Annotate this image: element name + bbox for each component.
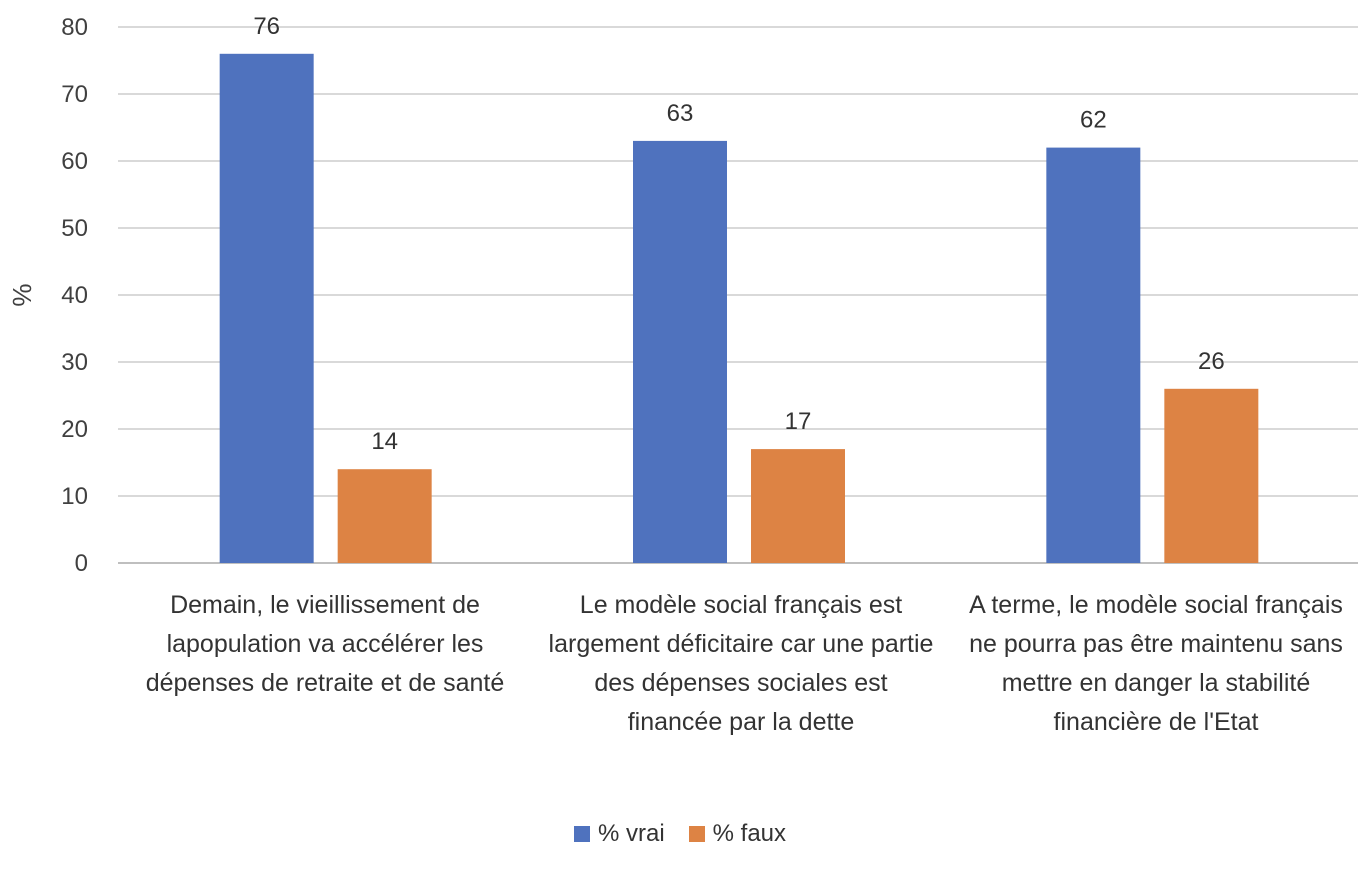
category-label-1: Demain, le vieillissement de lapopulatio… <box>145 591 505 697</box>
data-label-vrai-3: 62 <box>1080 107 1107 134</box>
y-axis-label: % <box>7 283 37 306</box>
y-tick-label-20: 20 <box>61 416 88 443</box>
bar-vrai-2 <box>633 140 727 563</box>
category-label-2: Le modèle social français est largement … <box>548 591 934 736</box>
legend-swatch-vrai <box>573 826 590 842</box>
legend-label-faux: % faux <box>712 820 787 847</box>
y-tick-label-50: 50 <box>61 215 88 242</box>
legend-swatch-faux <box>688 826 705 842</box>
y-tick-label-80: 80 <box>61 14 88 41</box>
data-label-vrai-2: 63 <box>667 100 694 127</box>
category-label-3: A terme, le modèle social français ne po… <box>969 591 1343 736</box>
bar-faux-2 <box>751 449 845 563</box>
y-tick-label-70: 70 <box>61 81 88 108</box>
bar-faux-1 <box>337 469 432 563</box>
data-label-faux-3: 26 <box>1198 348 1225 375</box>
bar-faux-3 <box>1164 388 1259 563</box>
legend-item-vrai: % vrai <box>573 820 665 848</box>
bar-vrai-3 <box>1046 147 1141 563</box>
bar-vrai-1 <box>219 53 314 564</box>
y-tick-label-30: 30 <box>61 349 88 376</box>
y-tick-label-10: 10 <box>61 483 88 510</box>
legend: % vrai % faux <box>0 814 1360 854</box>
data-label-vrai-1: 76 <box>253 13 280 40</box>
legend-label-vrai: % vrai <box>597 820 665 847</box>
y-tick-label-40: 40 <box>61 282 88 309</box>
y-tick-label-60: 60 <box>61 148 88 175</box>
y-tick-label-0: 0 <box>75 550 88 577</box>
data-label-faux-2: 17 <box>785 408 812 435</box>
data-label-faux-1: 14 <box>371 428 398 455</box>
legend-item-faux: % faux <box>688 820 787 848</box>
